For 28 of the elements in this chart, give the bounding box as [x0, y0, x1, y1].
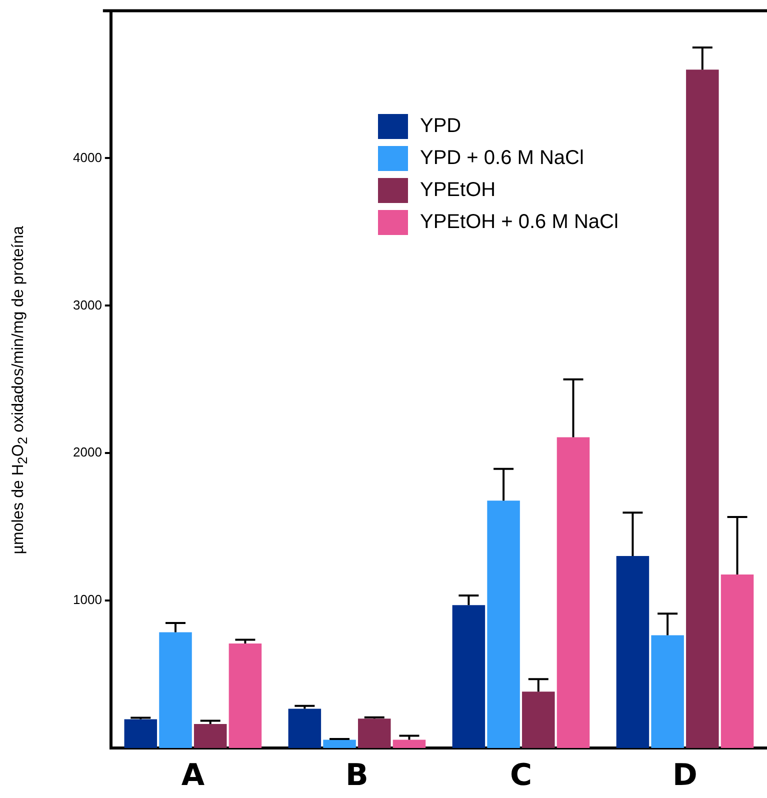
- legend-label: YPD + 0.6 M NaCl: [420, 146, 584, 171]
- bar: [522, 692, 555, 748]
- x-tick-label: D: [672, 758, 698, 793]
- bar: [556, 437, 590, 748]
- bar: [686, 70, 719, 748]
- legend-label: YPEtOH + 0.6 M NaCl: [420, 210, 618, 235]
- bar: [616, 556, 650, 748]
- y-tick-label: 1000: [73, 592, 102, 608]
- x-tick-label: B: [346, 758, 368, 793]
- bar: [159, 632, 192, 748]
- x-tick-label: A: [181, 758, 206, 793]
- y-tick-label: 4000: [73, 150, 102, 165]
- bar: [124, 719, 158, 748]
- bar: [288, 708, 322, 748]
- bar: [323, 740, 356, 748]
- bar: [487, 500, 520, 748]
- y-tick-label: 2000: [73, 444, 102, 460]
- bar: [651, 635, 684, 748]
- bar: [228, 643, 262, 748]
- bar: [194, 724, 227, 748]
- y-tick-label: 3000: [73, 297, 102, 312]
- x-tick-label: C: [510, 758, 532, 793]
- legend-label: YPEtOH: [420, 178, 496, 203]
- bar: [392, 740, 426, 748]
- legend-label: YPD: [420, 114, 462, 139]
- bar: [720, 574, 754, 748]
- bar: [358, 718, 391, 748]
- bar: [452, 605, 486, 748]
